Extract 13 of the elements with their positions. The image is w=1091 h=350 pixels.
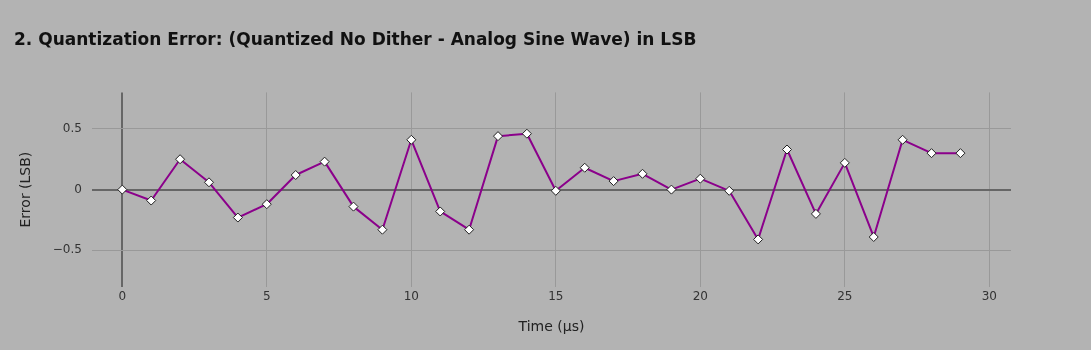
- x-tick-label: 25: [837, 289, 853, 304]
- x-tick-label: 0: [118, 289, 127, 304]
- x-tick-label: 15: [548, 289, 564, 304]
- y-tick-label: 0: [74, 181, 82, 196]
- x-tick-label: 10: [403, 289, 419, 304]
- y-axis-title: Error (LSB): [17, 151, 34, 228]
- x-tick-label: 30: [981, 289, 997, 304]
- chart-title: 2. Quantization Error: (Quantized No Dither - Analog Sine Wave) in LSB: [14, 28, 697, 49]
- y-tick-label: 0.5: [62, 120, 82, 135]
- x-tick-label: 5: [262, 289, 271, 304]
- x-tick-label: 20: [692, 289, 708, 304]
- y-tick-label: −0.5: [52, 242, 82, 257]
- x-axis-title: Time (µs): [517, 318, 585, 335]
